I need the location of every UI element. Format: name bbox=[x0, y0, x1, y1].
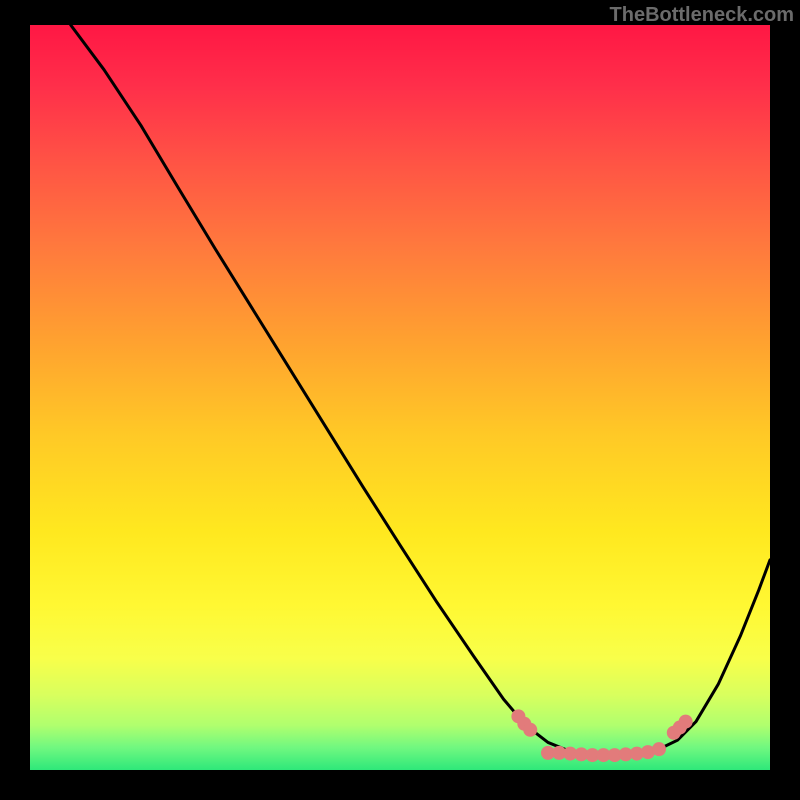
curve-layer bbox=[30, 25, 770, 770]
curve-marker bbox=[523, 723, 537, 737]
watermark-text: TheBottleneck.com bbox=[610, 4, 794, 27]
curve-marker bbox=[652, 742, 666, 756]
plot-area bbox=[30, 25, 770, 770]
curve-marker bbox=[679, 715, 693, 729]
bottleneck-curve bbox=[71, 25, 770, 755]
chart-container: TheBottleneck.com bbox=[0, 0, 800, 800]
